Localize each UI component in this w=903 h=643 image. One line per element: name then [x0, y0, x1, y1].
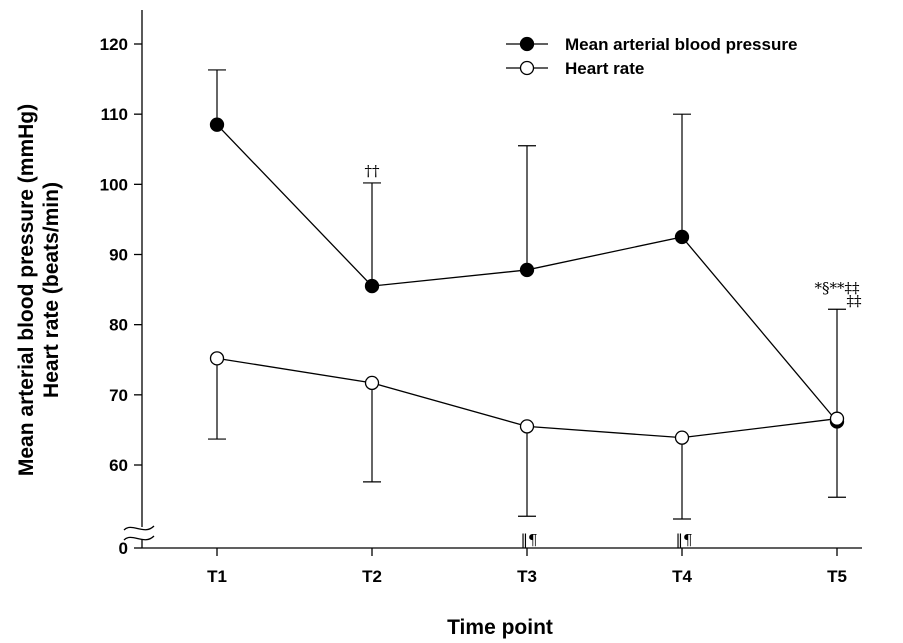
annotation-t2: ††	[365, 162, 381, 180]
y-ticks: 120 110 100 90 80 70 60	[100, 35, 142, 549]
data-point-t5	[829, 411, 845, 426]
data-point-t1	[209, 117, 225, 132]
data-point-t3	[519, 262, 535, 278]
data-point-t3	[519, 419, 535, 434]
axis-break-curve	[123, 535, 155, 541]
y-tick-label-zero: 0	[119, 539, 128, 558]
axis-break-symbol	[123, 525, 155, 541]
data-point-t2	[364, 375, 380, 391]
legend-label-map: Mean arterial blood pressure	[565, 35, 797, 54]
y-tick-label: 90	[109, 246, 128, 265]
annotation-t4: ‖¶	[675, 531, 692, 549]
y-tick-label: 120	[100, 35, 128, 54]
legend-marker-open-circle	[519, 60, 535, 76]
legend-marker-filled-circle	[519, 36, 535, 52]
y-axis-title-line-1: Mean arterial blood pressure (mmHg)	[15, 104, 38, 476]
x-tick-label-t5: T5	[827, 567, 847, 586]
data-point-t4	[674, 430, 690, 445]
series-markers-heart-rate	[209, 351, 845, 445]
x-tick-label-t3: T3	[517, 567, 537, 586]
y-tick-label: 60	[109, 456, 128, 475]
legend-item-heart-rate: Heart rate	[506, 59, 644, 78]
series-layer	[208, 69, 846, 520]
x-axis-title: Time point	[447, 616, 553, 639]
y-tick-label: 70	[109, 386, 128, 405]
annotations: †† ‖¶ ‖¶ *§**‡‡ ‡‡	[365, 162, 863, 549]
x-ticks: T1 T2 T3 T4 T5	[207, 548, 847, 586]
x-tick-label-t2: T2	[362, 567, 382, 586]
y-tick-label: 110	[101, 105, 128, 124]
data-point-t2	[364, 278, 380, 294]
annotation-t3: ‖¶	[520, 531, 537, 549]
legend: Mean arterial blood pressure Heart rate	[506, 35, 797, 78]
y-tick-label: 80	[109, 316, 128, 335]
x-tick-label-t1: T1	[207, 567, 227, 586]
y-tick-label: 100	[100, 175, 128, 194]
axis-break-curve	[123, 525, 155, 531]
annotation-t5-line-1: *§**‡‡	[815, 279, 861, 297]
x-tick-label-t4: T4	[672, 567, 692, 586]
y-axis-title: Mean arterial blood pressure (mmHg) Hear…	[15, 104, 63, 476]
series-heart-rate	[208, 357, 838, 520]
x-axis: T1 T2 T3 T4 T5	[142, 547, 862, 586]
legend-item-mean-arterial-blood-pressure: Mean arterial blood pressure	[506, 35, 797, 54]
data-point-t4	[674, 229, 690, 245]
y-axis: 120 110 100 90 80 70 60 0	[100, 10, 155, 558]
legend-label-hr: Heart rate	[565, 59, 644, 78]
annotation-t5-line-2: ‡‡	[847, 292, 863, 310]
y-axis-title-line-2: Heart rate (beats/min)	[40, 182, 63, 398]
data-point-t1	[209, 351, 225, 366]
